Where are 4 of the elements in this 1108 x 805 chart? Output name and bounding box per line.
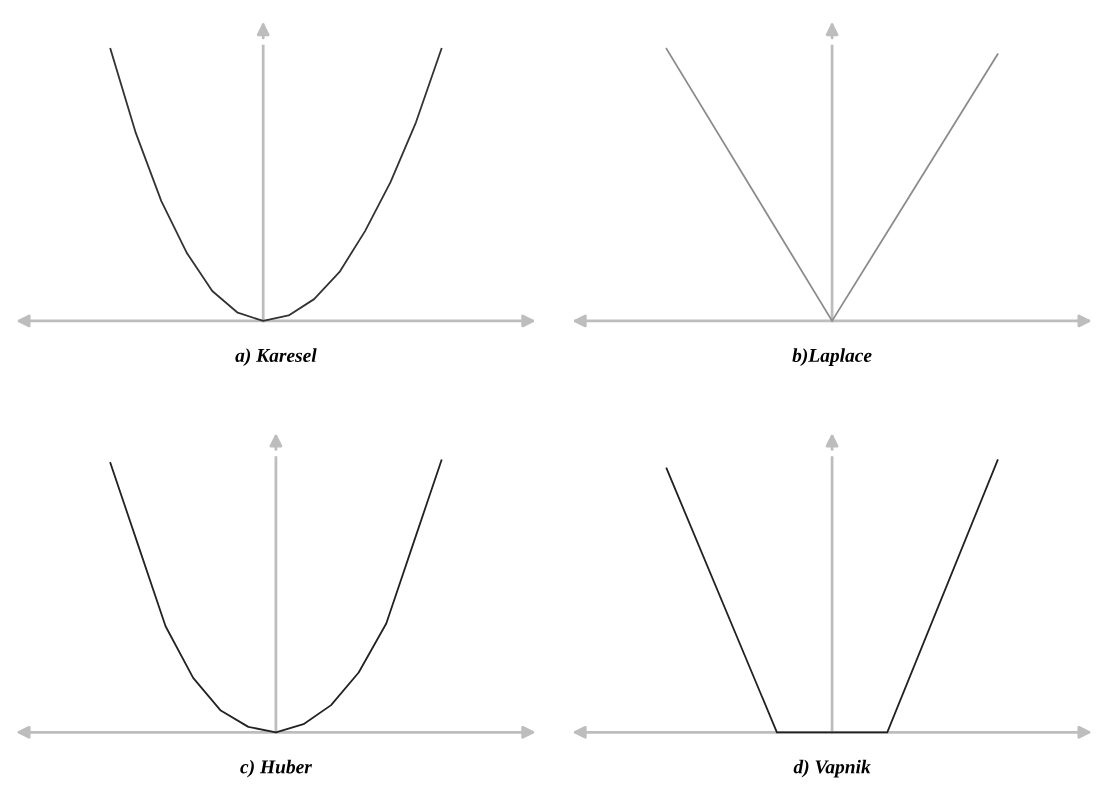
x-axis-title: b)Laplace xyxy=(792,348,872,366)
x-axis-title: c) Huber xyxy=(240,759,312,778)
x-axis-title: d) Vapnik xyxy=(793,759,871,778)
x-axis-title: a) Karesel xyxy=(235,348,317,366)
